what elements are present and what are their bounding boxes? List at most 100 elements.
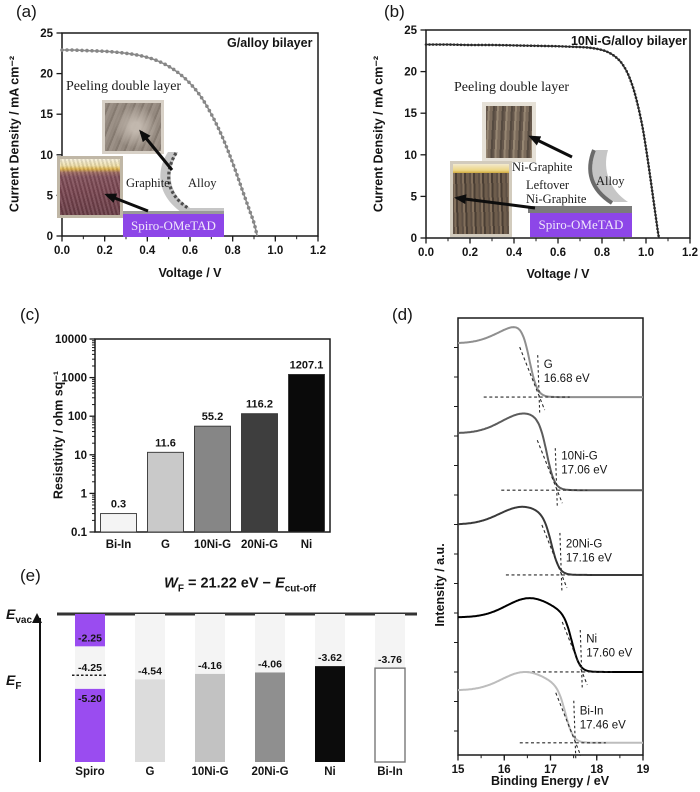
ni-graphite-layer-edge [588, 149, 614, 205]
svg-text:1000: 1000 [61, 373, 87, 385]
svg-text:Ni: Ni [324, 766, 336, 778]
svg-text:1.2: 1.2 [682, 247, 698, 259]
alloy-peel-schematic-b [588, 149, 628, 205]
svg-text:20: 20 [404, 67, 417, 79]
svg-text:1.0: 1.0 [267, 245, 283, 257]
svg-text:0.1: 0.1 [71, 527, 88, 539]
device-with-leftover-photo [450, 161, 512, 237]
panel-a-graphite-label: Graphite [126, 176, 170, 190]
panel-a-jv-chart: 0.0 0.2 0.4 0.6 0.8 1.0 1.2 0 5 10 15 20 25 [40, 28, 326, 257]
spiro-ometad-label: Spiro-OMeTAD [131, 217, 216, 233]
svg-text:-4.06: -4.06 [258, 658, 282, 670]
svg-text:0.0: 0.0 [418, 247, 434, 259]
panel-b-ni-graphite-label: Ni-Graphite [512, 160, 573, 174]
formula-w-subscript: F [177, 583, 184, 595]
svg-text:Ni: Ni [586, 633, 597, 645]
panel-b-title: 10Ni-G/alloy bilayer [570, 34, 687, 48]
svg-text:G: G [544, 359, 553, 371]
svg-text:25: 25 [404, 25, 417, 37]
svg-text:0.8: 0.8 [225, 245, 242, 257]
svg-text:0.2: 0.2 [97, 245, 113, 257]
panel-a-x-axis-label: Voltage / V [158, 266, 222, 280]
panel-a-title: G/alloy bilayer [227, 36, 313, 50]
ef-label: EF [6, 672, 21, 692]
panel-d-x-axis-label: Binding Energy / eV [490, 774, 610, 788]
panel-a-inset-caption: Peeling double layer [66, 79, 182, 94]
svg-text:20Ni-G: 20Ni-G [241, 539, 278, 551]
alloy-layer-shape [592, 150, 628, 202]
panel-b-x-axis-label: Voltage / V [526, 267, 590, 281]
svg-text:100: 100 [68, 411, 87, 423]
svg-text:1207.1: 1207.1 [290, 359, 324, 371]
panel-d-letter: (d) [392, 305, 413, 324]
leftover-line1: Leftover [526, 178, 570, 192]
peeled-ni-graphite-film-photo [482, 102, 536, 162]
svg-text:20Ni-G: 20Ni-G [566, 539, 602, 551]
panel-a-y-axis-label: Current Density / mA cm⁻² [7, 55, 22, 213]
panel-c-y-axis-label: Resistivity / ohm sq⁻¹ [51, 370, 66, 500]
svg-text:18: 18 [590, 764, 603, 776]
svg-text:20: 20 [40, 69, 53, 81]
svg-text:0.0: 0.0 [54, 245, 70, 257]
svg-text:1.0: 1.0 [638, 247, 654, 259]
spiro-ometad-box: Spiro-OMeTAD [123, 214, 224, 237]
evac-symbol: E [6, 606, 16, 622]
svg-text:10Ni-G: 10Ni-G [191, 766, 228, 778]
workfunction-formula: WF = 21.22 eV − Ecut-off [164, 576, 316, 595]
leftover-line2: Ni-Graphite [526, 192, 587, 206]
svg-text:G: G [146, 766, 155, 778]
svg-text:17: 17 [544, 764, 557, 776]
panel-a: 0.0 0.2 0.4 0.6 0.8 1.0 1.2 0 5 10 15 20 25 (a) G/al… [0, 0, 350, 292]
svg-text:-2.25: -2.25 [78, 632, 102, 644]
svg-text:15: 15 [452, 764, 465, 776]
svg-text:10Ni-G: 10Ni-G [561, 450, 597, 462]
panel-d-ups-chart: 15 16 17 18 19 G 16.68 eV 10Ni-G 17.06 eV 20Ni-G 1… [452, 317, 649, 776]
panel-b-jv-chart: 0.0 0.2 0.4 0.6 0.8 1.0 1.2 0 5 10 15 20 25 [404, 25, 698, 259]
svg-text:10: 10 [40, 150, 53, 162]
panel-e: -2.25 -4.25 -5.20 Spiro -4.54 G -4.16 10Ni-G -4.… [0, 556, 470, 792]
svg-text:0.2: 0.2 [462, 247, 478, 259]
spiro-ometad-box-b: Spiro-OMeTAD [530, 213, 632, 237]
panel-c-letter: (c) [20, 305, 40, 324]
svg-text:Ni: Ni [301, 539, 313, 551]
panel-b-inset-caption: Peeling double layer [454, 80, 570, 95]
formula-w-symbol: W [164, 575, 178, 592]
panel-c: 0.1 1 10 100 1000 10000 0.3 Bi-In 11.6 G 55.2 10Ni-… [0, 300, 370, 555]
panel-a-alloy-label: Alloy [188, 176, 217, 190]
svg-text:25: 25 [40, 28, 53, 40]
svg-text:10: 10 [404, 150, 417, 162]
residual-layer-strip [123, 210, 224, 215]
svg-text:Spiro: Spiro [75, 766, 104, 778]
svg-text:16.68 eV: 16.68 eV [544, 373, 590, 385]
evac-label: Evac [6, 606, 32, 626]
svg-text:0.4: 0.4 [506, 247, 523, 259]
svg-text:G: G [161, 539, 170, 551]
panel-a-letter: (a) [16, 2, 37, 21]
svg-text:-4.25: -4.25 [78, 662, 102, 674]
svg-text:17.06 eV: 17.06 eV [561, 464, 607, 476]
svg-text:17.46 eV: 17.46 eV [580, 719, 626, 731]
panel-d: 15 16 17 18 19 G 16.68 eV 10Ni-G 17.06 eV 20Ni-G 1… [390, 295, 700, 792]
panel-c-resistivity-chart: 0.1 1 10 100 1000 10000 0.3 Bi-In 11.6 G 55.2 10Ni-… [55, 334, 331, 551]
formula-e-symbol: E [275, 575, 285, 592]
svg-text:10: 10 [74, 450, 87, 462]
peeled-graphite-film-photo [102, 100, 164, 154]
svg-text:11.6: 11.6 [155, 437, 176, 449]
svg-text:10000: 10000 [55, 334, 87, 346]
panel-b-letter: (b) [384, 2, 405, 21]
svg-text:15: 15 [40, 109, 53, 121]
formula-e-subscript: cut-off [284, 583, 316, 595]
svg-text:1: 1 [81, 488, 88, 500]
svg-text:-3.62: -3.62 [318, 652, 342, 664]
alloy-layer-shape [160, 152, 224, 214]
svg-text:5: 5 [411, 191, 418, 203]
ef-subscript: F [15, 680, 22, 692]
svg-text:-5.20: -5.20 [78, 693, 102, 705]
svg-text:-3.76: -3.76 [378, 654, 402, 666]
device-after-peeling-photo [57, 156, 123, 218]
svg-text:10Ni-G: 10Ni-G [194, 539, 231, 551]
svg-text:55.2: 55.2 [202, 411, 223, 423]
svg-text:0: 0 [47, 231, 53, 243]
svg-text:16: 16 [498, 764, 511, 776]
evac-subscript: vac [15, 614, 33, 626]
